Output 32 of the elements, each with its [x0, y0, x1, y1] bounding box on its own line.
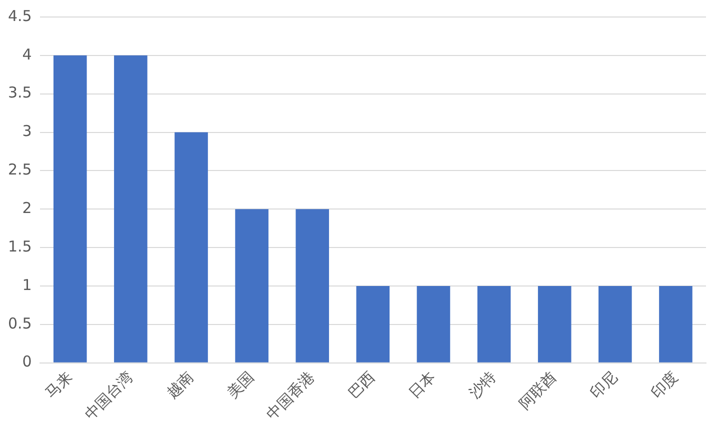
y-tick-label: 1	[22, 276, 32, 294]
x-tick-label: 印度	[647, 368, 682, 402]
x-tick-label: 印尼	[586, 368, 621, 402]
bar	[114, 55, 148, 362]
bar	[53, 55, 87, 362]
x-tick-label: 沙特	[466, 368, 500, 402]
x-tick-label: 美国	[223, 368, 258, 402]
x-tick-label: 巴西	[344, 368, 379, 402]
bar	[174, 132, 208, 362]
x-tick-label: 中国台湾	[81, 368, 136, 424]
y-tick-label: 4	[22, 45, 32, 64]
bar	[235, 209, 268, 362]
y-tick-label: 2.5	[8, 160, 32, 179]
bar	[416, 286, 450, 362]
bar	[477, 286, 511, 362]
bar	[659, 286, 692, 362]
y-tick-label: 0.5	[8, 314, 32, 332]
x-tick-label: 越南	[162, 368, 197, 402]
x-tick-label: 马来	[42, 368, 76, 402]
x-tick-label: 阿联酋	[516, 368, 560, 413]
x-tick-label: 日本	[405, 368, 440, 402]
bar	[538, 286, 572, 362]
bar	[598, 286, 632, 362]
y-tick-label: 3.5	[8, 84, 32, 102]
x-tick-label: 中国香港	[262, 368, 318, 424]
bar	[296, 209, 330, 362]
y-tick-label: 1.5	[8, 237, 32, 256]
y-tick-label: 3	[22, 122, 32, 140]
bar	[356, 286, 390, 362]
y-tick-label: 2	[22, 199, 32, 218]
y-tick-label: 0	[22, 352, 32, 371]
y-tick-label: 4.5	[8, 6, 32, 25]
